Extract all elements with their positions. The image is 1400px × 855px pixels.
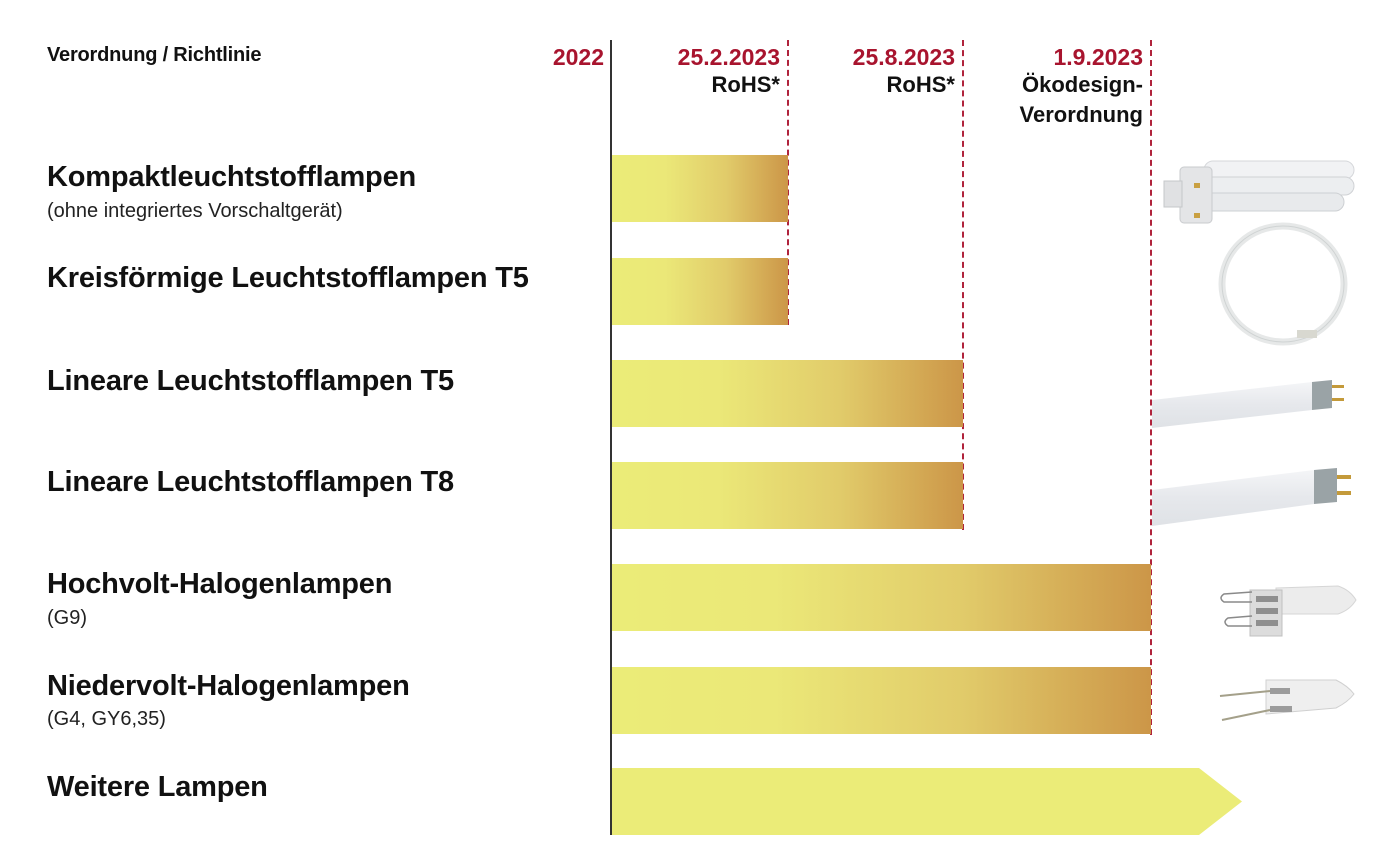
header-title: Verordnung / Richtlinie [47,44,262,66]
milestone-3-date: 1.9.2023 [1053,44,1143,70]
row-sub-hv-halogen: (G9) [47,607,87,629]
g9-halogen-bulb-icon [1220,585,1357,637]
bar-compact [612,155,788,222]
row-label-other: Weitere Lampen [47,771,268,803]
bar-linear-t5 [612,360,963,427]
row-sub-nv-halogen: (G4, GY6,35) [47,708,166,730]
row-label-linear-t5: Lineare Leuchtstofflampen T5 [47,365,454,397]
bar-nv-halogen [612,667,1151,734]
bar-hv-halogen [612,564,1151,631]
milestone-1-regulation: RoHS* [711,72,780,97]
row-label-linear-t8: Lineare Leuchtstofflampen T8 [47,466,454,498]
compact-fluorescent-lamp-icon [1163,160,1355,224]
bar-linear-t8 [612,462,963,529]
circular-fluorescent-lamp-icon [1218,222,1348,346]
row-label-circular: Kreisförmige Leuchtstofflampen T5 [47,262,529,294]
row-sub-compact: (ohne integriertes Vorschaltgerät) [47,200,343,222]
deadline-line-2 [962,40,964,530]
linear-t8-tube-icon [1152,468,1351,526]
linear-t5-tube-icon [1152,380,1344,428]
milestone-3-regulation-line2: Verordnung [1019,102,1143,127]
g4-halogen-bulb-icon [1219,679,1355,721]
milestone-2-date: 25.8.2023 [852,44,955,70]
bar-circular [612,258,788,325]
row-label-compact: Kompaktleuchtstofflampen [47,161,417,193]
deadline-line-1 [787,40,789,325]
deadline-line-3 [1150,40,1152,735]
timeline-axis [610,40,612,835]
start-year-label: 2022 [552,44,604,70]
milestone-1-date: 25.2.2023 [677,44,780,70]
milestone-2-regulation: RoHS* [886,72,955,97]
bar-other-arrow [612,768,1242,835]
row-label-hv-halogen: Hochvolt-Halogenlampen [47,568,393,600]
milestone-3-regulation: Ökodesign- [1021,72,1143,97]
row-label-nv-halogen: Niedervolt-Halogenlampen [47,670,410,702]
